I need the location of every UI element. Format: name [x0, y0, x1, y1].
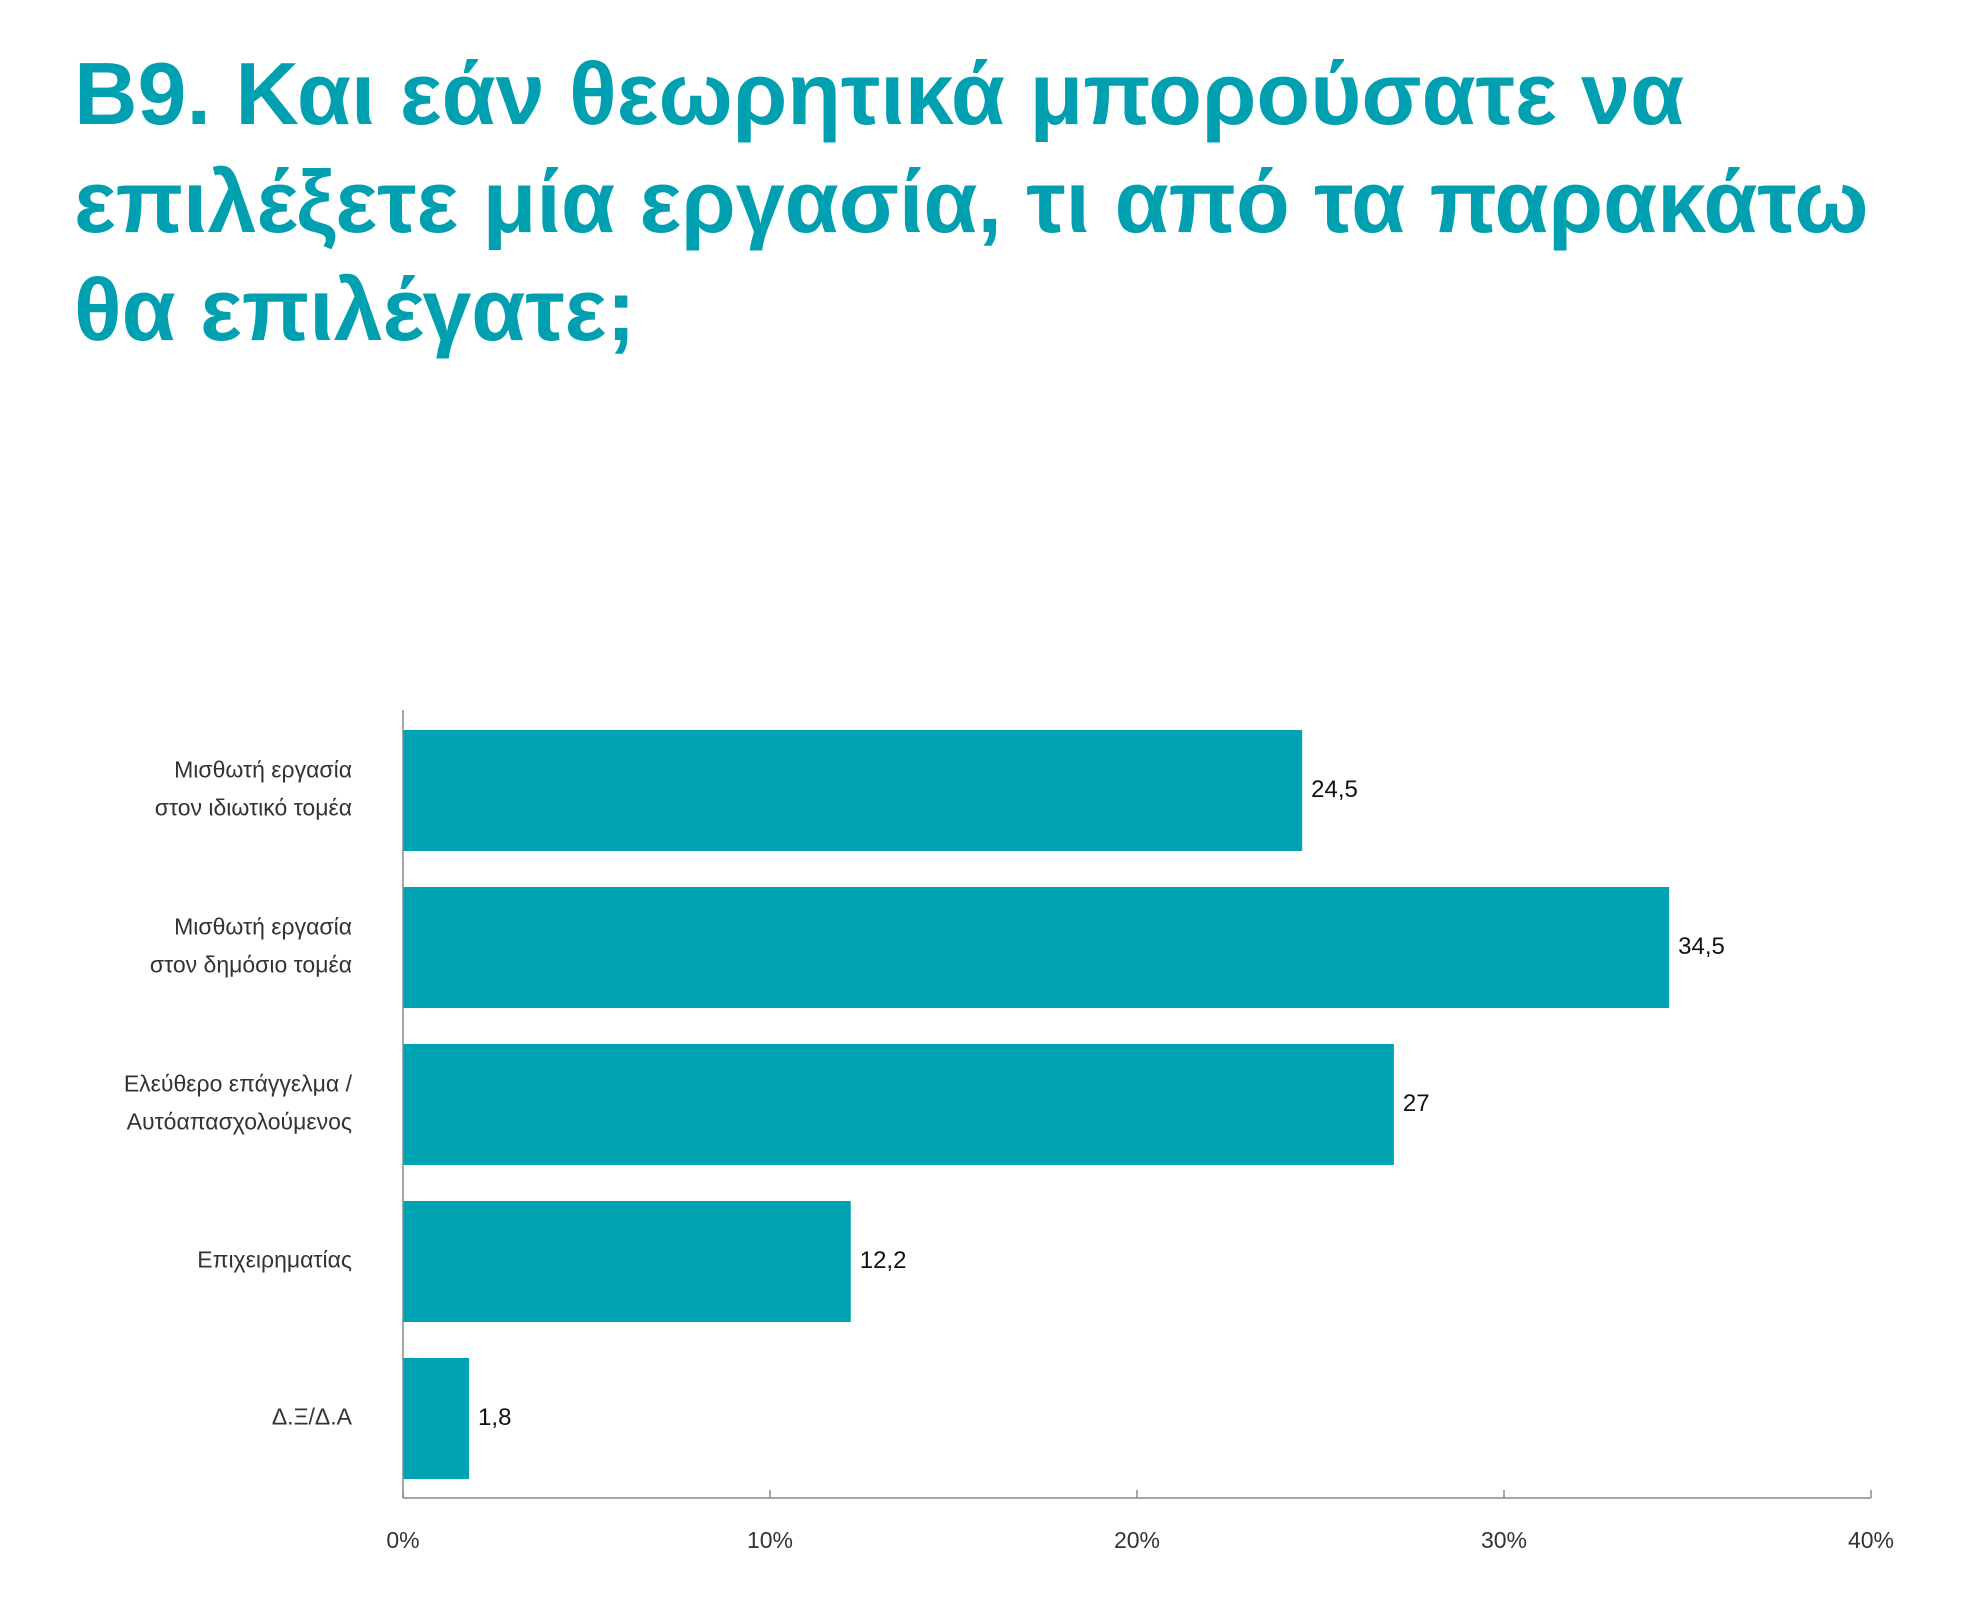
bar-5	[403, 1358, 470, 1479]
x-tick-label-1: 0%	[386, 1527, 419, 1553]
category-label-2: Μισθωτή εργασία στον δημόσιο τομέα	[150, 914, 352, 978]
value-label-3: 27	[1403, 1090, 1430, 1117]
axes-group: 0% 10% 20% 30% 40%	[386, 710, 1894, 1553]
value-label-2: 34,5	[1678, 933, 1725, 960]
value-labels-group: 24,5 34,5 27 12,2 1,8	[478, 776, 1725, 1431]
bar-4	[403, 1201, 851, 1322]
value-label-5: 1,8	[478, 1404, 511, 1431]
x-tick-label-3: 20%	[1114, 1527, 1160, 1553]
bar-2	[403, 887, 1670, 1008]
category-labels-group: Μισθωτή εργασία στον ιδιωτικό τομέα Μισθωτ…	[124, 757, 353, 1430]
category-label-4: Επιχειρηματίας	[197, 1247, 352, 1273]
category-label-3: Ελεύθερο επάγγελμα / Αυτόαπασχολούμενος	[124, 1071, 353, 1135]
category-label-5: Δ.Ξ/Δ.Α	[272, 1404, 353, 1430]
chart-title-line-2: επιλέξετε μία εργασία, τι από τα παρακάτ…	[74, 152, 1869, 251]
chart-title: B9. Και εάν θεωρητικά μπορούσατε να επιλ…	[74, 40, 1914, 364]
chart-title-line-1: B9. Και εάν θεωρητικά μπορούσατε να	[74, 44, 1685, 143]
bars-group	[403, 730, 1670, 1479]
bar-1	[403, 730, 1303, 851]
chart-title-line-3: θα επιλέγατε;	[74, 260, 636, 359]
bar-3	[403, 1044, 1394, 1165]
value-label-1: 24,5	[1311, 776, 1358, 803]
x-tick-label-2: 10%	[747, 1527, 793, 1553]
x-tick-label-4: 30%	[1481, 1527, 1527, 1553]
value-label-4: 12,2	[860, 1247, 907, 1274]
category-label-1: Μισθωτή εργασία στον ιδιωτικό τομέα	[155, 757, 352, 821]
x-tick-label-5: 40%	[1848, 1527, 1894, 1553]
